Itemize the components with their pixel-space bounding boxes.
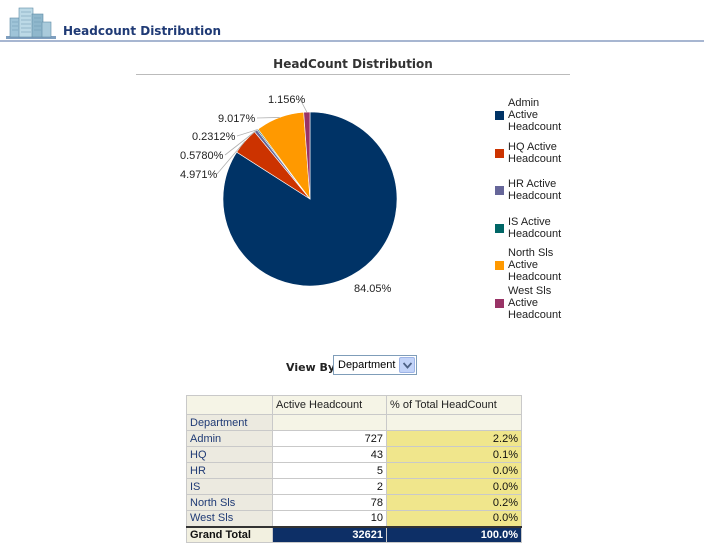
view-by-selected-value: Department xyxy=(338,359,396,371)
buildings-icon xyxy=(6,6,56,39)
legend-label: HQ Active Headcount xyxy=(508,141,562,165)
pct-total-cell: 0.0% xyxy=(386,462,522,479)
dept-cell[interactable]: West Sls xyxy=(186,510,273,527)
legend-swatch xyxy=(495,186,504,195)
headcount-table: Active Headcount % of Total HeadCount De… xyxy=(186,395,522,543)
grand-total-label: Grand Total xyxy=(186,525,273,543)
empty-cell xyxy=(272,414,387,431)
row-header-department[interactable]: Department xyxy=(186,414,273,431)
chart-title-divider xyxy=(136,74,570,75)
slice-data-label: 9.017% xyxy=(218,113,256,125)
slice-leader-line xyxy=(224,130,257,156)
legend-label: North Sls Active Headcount xyxy=(508,247,562,283)
slice-leader-line xyxy=(256,117,280,119)
page-title: Headcount Distribution xyxy=(63,24,221,38)
legend-label: HR Active Headcount xyxy=(508,178,562,202)
pct-total-cell: 0.0% xyxy=(386,510,522,527)
table-row: HR 5 0.0% xyxy=(186,462,522,479)
legend-label: IS Active Headcount xyxy=(508,216,562,240)
table-row: IS 2 0.0% xyxy=(186,478,522,495)
view-by-label: View By xyxy=(286,361,336,374)
dept-cell[interactable]: Admin xyxy=(186,430,273,447)
slice-data-label: 4.971% xyxy=(180,169,218,181)
legend-swatch xyxy=(495,111,504,120)
legend-label: Admin Active Headcount xyxy=(508,97,562,133)
active-headcount-cell: 43 xyxy=(272,446,387,463)
active-headcount-cell: 78 xyxy=(272,494,387,511)
chevron-down-icon[interactable] xyxy=(399,357,415,373)
column-header-blank xyxy=(186,395,273,415)
pct-total-cell: 0.2% xyxy=(386,494,522,511)
active-headcount-cell: 727 xyxy=(272,430,387,447)
slice-leader-line xyxy=(236,129,258,137)
grand-total-row: Grand Total 32621 100.0% xyxy=(186,525,522,543)
slice-data-label: 1.156% xyxy=(268,94,306,106)
active-headcount-cell: 10 xyxy=(272,510,387,527)
legend-swatch xyxy=(495,149,504,158)
dept-cell[interactable]: North Sls xyxy=(186,494,273,511)
active-headcount-cell: 2 xyxy=(272,478,387,495)
view-by-dropdown[interactable]: Department xyxy=(333,355,417,375)
table-row-header: Department xyxy=(186,414,522,431)
header-divider xyxy=(0,40,704,42)
table-row: HQ 43 0.1% xyxy=(186,446,522,463)
legend-label: West Sls Active Headcount xyxy=(508,285,562,321)
page-header: Headcount Distribution xyxy=(0,0,708,42)
dept-cell[interactable]: HR xyxy=(186,462,273,479)
grand-total-pct: 100.0% xyxy=(386,525,522,543)
chart-title: HeadCount Distribution xyxy=(273,57,433,71)
pie-plot: 84.05% 4.971% 0.5780% 0.2312% 9.017% 1.156% xyxy=(180,94,398,295)
table-row: Admin 727 2.2% xyxy=(186,430,522,447)
table-header-row: Active Headcount % of Total HeadCount xyxy=(186,395,522,415)
active-headcount-cell: 5 xyxy=(272,462,387,479)
pct-total-cell: 0.1% xyxy=(386,446,522,463)
table-row: North Sls 78 0.2% xyxy=(186,494,522,511)
slice-leader-line xyxy=(299,98,308,113)
headcount-pie-chart: HeadCount Distribution 84.05% 4.971% 0.578… xyxy=(136,57,570,321)
pct-total-cell: 2.2% xyxy=(386,430,522,447)
table-row: West Sls 10 0.0% xyxy=(186,510,522,527)
pct-total-cell: 0.0% xyxy=(386,478,522,495)
slice-data-label: 0.5780% xyxy=(180,150,224,162)
legend-swatch xyxy=(495,299,504,308)
legend-swatch xyxy=(495,261,504,270)
column-header-pct-total[interactable]: % of Total HeadCount xyxy=(386,395,522,415)
grand-total-active: 32621 xyxy=(272,525,387,543)
empty-cell xyxy=(386,414,522,431)
column-header-active-headcount[interactable]: Active Headcount xyxy=(272,395,387,415)
dept-cell[interactable]: IS xyxy=(186,478,273,495)
legend-swatch xyxy=(495,224,504,233)
dept-cell[interactable]: HQ xyxy=(186,446,273,463)
slice-data-label: 0.2312% xyxy=(192,131,236,143)
slice-data-label: 84.05% xyxy=(354,283,392,295)
slice-leader-line xyxy=(216,141,246,175)
